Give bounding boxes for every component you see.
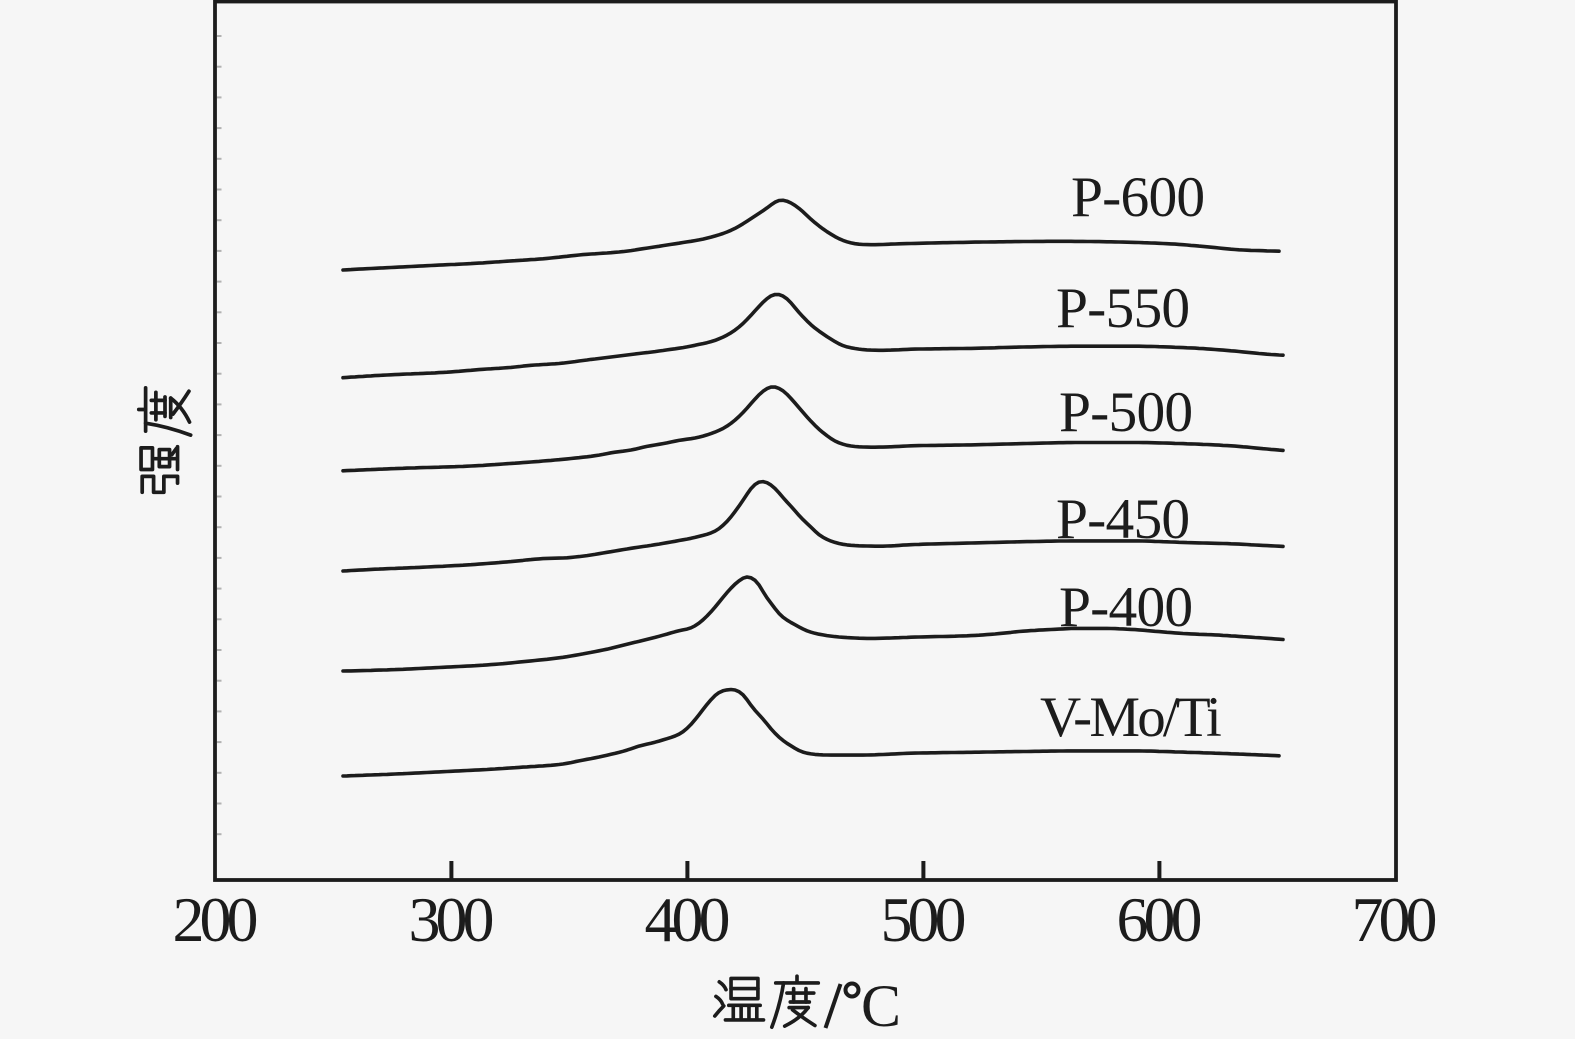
- svg-text:V-Mo/Ti: V-Mo/Ti: [1040, 686, 1221, 749]
- svg-text:P-500: P-500: [1059, 381, 1192, 444]
- svg-text:400: 400: [645, 884, 729, 955]
- svg-text:P-400: P-400: [1059, 576, 1192, 639]
- svg-text:700: 700: [1352, 884, 1436, 955]
- svg-text:P-450: P-450: [1056, 488, 1189, 551]
- svg-text:P-550: P-550: [1056, 277, 1189, 340]
- svg-text:600: 600: [1117, 884, 1201, 955]
- svg-text:C: C: [861, 973, 901, 1039]
- svg-text:500: 500: [881, 884, 965, 955]
- svg-text:P-600: P-600: [1071, 166, 1204, 229]
- svg-text:300: 300: [409, 884, 493, 955]
- svg-text:200: 200: [173, 884, 257, 955]
